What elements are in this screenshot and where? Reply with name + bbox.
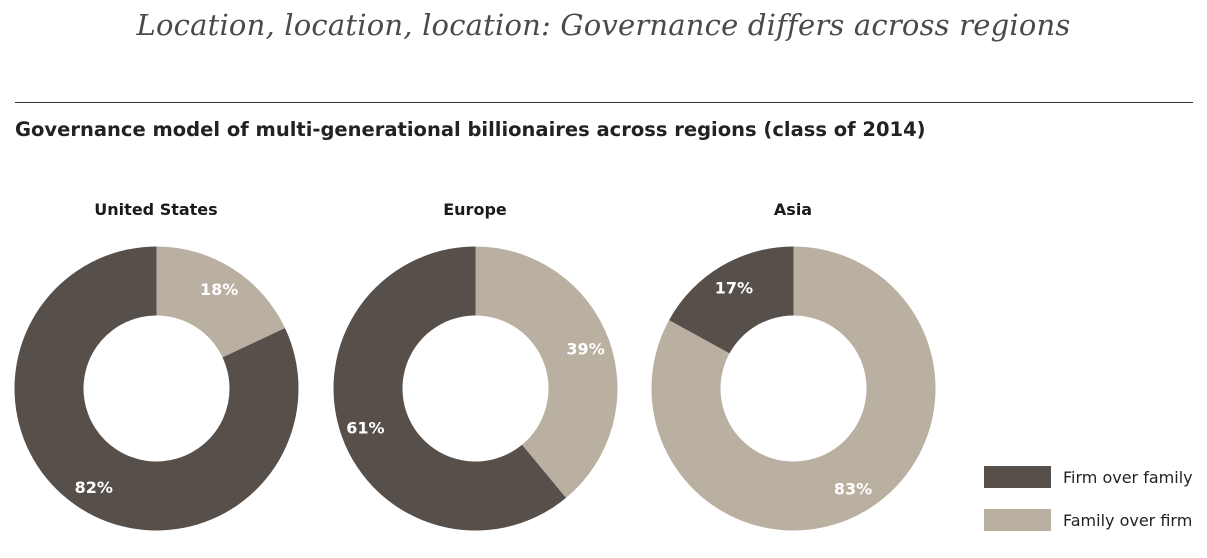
slice-firm-over-family bbox=[333, 246, 567, 531]
headline: Location, location, location: Governance… bbox=[136, 8, 1071, 42]
slice-firm-over-family bbox=[669, 246, 794, 354]
region-title-europe: Europe bbox=[443, 200, 507, 219]
slice-family-over-firm bbox=[475, 246, 618, 498]
region-title-asia: Asia bbox=[773, 200, 813, 219]
chart-title: Governance model of multi-generational b… bbox=[15, 118, 926, 141]
slice-label-family-over-firm: 39% bbox=[566, 339, 604, 358]
donut-chart-asia: 83% 17% bbox=[651, 246, 936, 531]
slice-label-family-over-firm: 83% bbox=[834, 480, 872, 499]
legend-item-firm-over-family: Firm over family bbox=[984, 466, 1193, 488]
slice-family-over-firm bbox=[156, 246, 285, 358]
slice-label-firm-over-family: 82% bbox=[75, 478, 113, 497]
slice-label-firm-over-family: 17% bbox=[715, 278, 753, 297]
slice-family-over-firm bbox=[651, 246, 936, 531]
slice-label-family-over-firm: 18% bbox=[200, 280, 238, 299]
legend-label: Family over firm bbox=[1063, 510, 1193, 530]
donut-chart-us: 18% 82% bbox=[14, 246, 299, 531]
legend-item-family-over-firm: Family over firm bbox=[984, 509, 1193, 531]
legend-label: Firm over family bbox=[1063, 467, 1193, 487]
region-title-us: United States bbox=[94, 200, 218, 219]
divider bbox=[15, 102, 1193, 103]
legend-swatch-firm-over-family bbox=[984, 466, 1051, 488]
legend: Firm over family Family over firm bbox=[984, 466, 1193, 552]
slice-firm-over-family bbox=[14, 246, 299, 531]
slice-label-firm-over-family: 61% bbox=[346, 419, 384, 438]
donut-chart-europe: 39% 61% bbox=[333, 246, 618, 531]
legend-swatch-family-over-firm bbox=[984, 509, 1051, 531]
